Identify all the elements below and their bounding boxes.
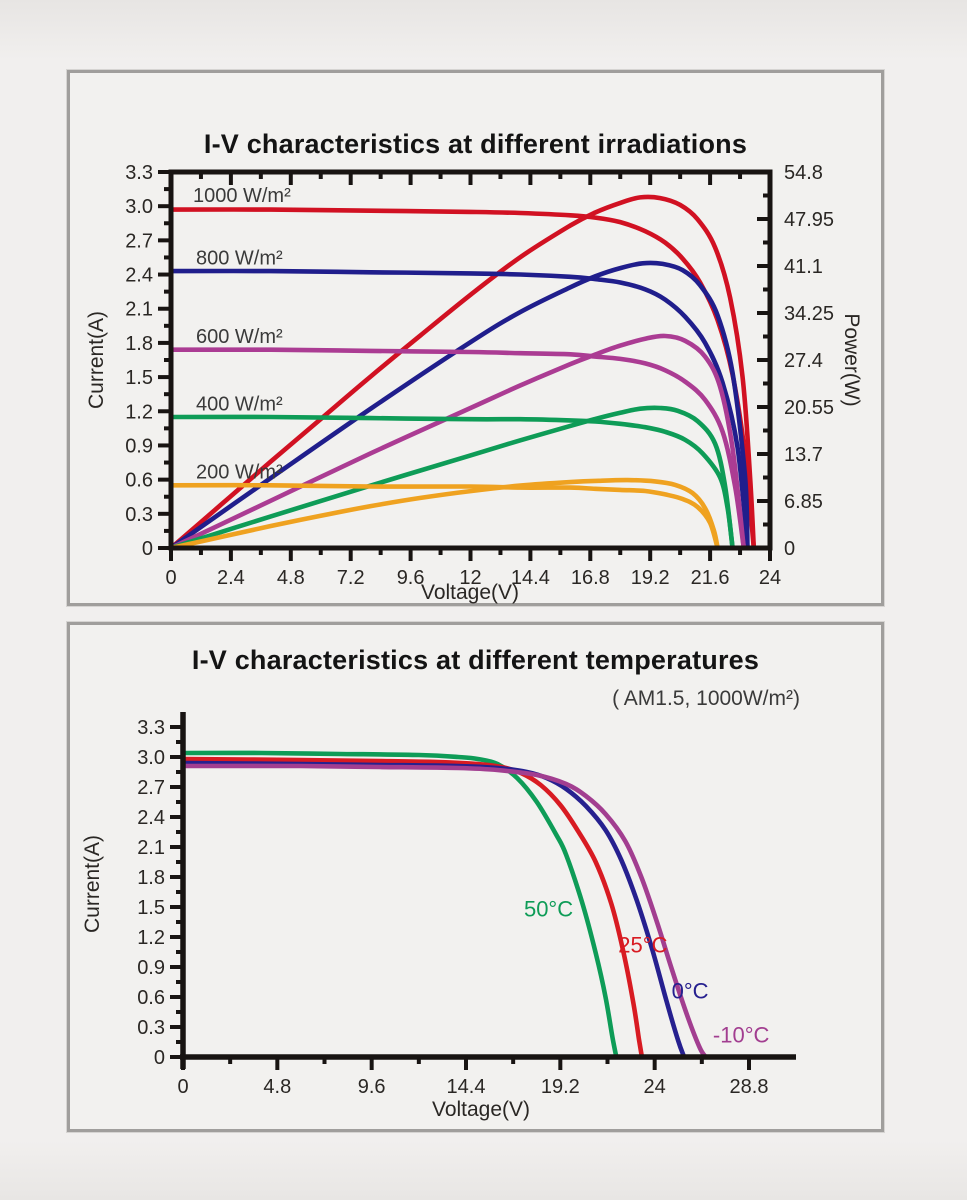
temperature-chart-panel: 0 4.8 9.6 14.4 19.2 24 28.8 0 0.3 0.6 0.9 1.2 1.5 1.8… [67, 622, 884, 1132]
svg-text:24: 24 [644, 1076, 666, 1098]
svg-text:13.7: 13.7 [784, 444, 823, 466]
svg-text:2.4: 2.4 [217, 567, 245, 589]
irradiation-chart-panel: 0 2.4 4.8 7.2 9.6 12 14.4 16.8 19.2 21.6 24 0 0.3 0.6… [67, 70, 884, 606]
svg-text:0.6: 0.6 [137, 987, 165, 1009]
svg-text:1.5: 1.5 [137, 897, 165, 919]
svg-text:0: 0 [784, 538, 795, 560]
svg-text:16.8: 16.8 [571, 567, 610, 589]
svg-text:21.6: 21.6 [691, 567, 730, 589]
svg-text:4.8: 4.8 [263, 1076, 291, 1098]
curve-50°C [180, 750, 619, 1060]
svg-text:3.0: 3.0 [125, 196, 153, 218]
series-curves [180, 750, 709, 1060]
svg-text:0: 0 [154, 1047, 165, 1069]
svg-text:54.8: 54.8 [784, 162, 823, 184]
svg-text:4.8: 4.8 [277, 567, 305, 589]
curve-400 W/m² [168, 414, 735, 551]
power-curve-600 W/m² [168, 333, 747, 551]
svg-text:0.3: 0.3 [137, 1017, 165, 1039]
svg-text:3.0: 3.0 [137, 747, 165, 769]
svg-text:0.9: 0.9 [125, 435, 153, 457]
svg-text:0: 0 [165, 567, 176, 589]
svg-text:600 W/m²: 600 W/m² [196, 326, 283, 348]
svg-text:0.6: 0.6 [125, 470, 153, 492]
svg-text:0°C: 0°C [672, 979, 709, 1004]
svg-text:19.2: 19.2 [541, 1076, 580, 1098]
curve-200 W/m² [168, 482, 720, 551]
svg-text:1.5: 1.5 [125, 367, 153, 389]
svg-text:1.2: 1.2 [137, 927, 165, 949]
svg-text:2.7: 2.7 [125, 230, 153, 252]
svg-text:20.55: 20.55 [784, 397, 834, 419]
svg-text:800 W/m²: 800 W/m² [196, 247, 283, 269]
svg-text:9.6: 9.6 [397, 567, 425, 589]
svg-text:19.2: 19.2 [631, 567, 670, 589]
svg-text:7.2: 7.2 [337, 567, 365, 589]
svg-text:0.9: 0.9 [137, 957, 165, 979]
svg-text:1.8: 1.8 [137, 867, 165, 889]
svg-text:12: 12 [459, 567, 481, 589]
temperature-chart-title: I-V characteristics at different tempera… [191, 645, 760, 675]
svg-text:47.95: 47.95 [784, 209, 834, 231]
svg-text:25°C: 25°C [618, 933, 667, 958]
curve-600 W/m² [168, 347, 747, 551]
svg-text:24: 24 [759, 567, 781, 589]
svg-text:2.4: 2.4 [125, 265, 153, 287]
svg-text:-10°C: -10°C [713, 1023, 770, 1048]
svg-text:27.4: 27.4 [784, 350, 823, 372]
svg-text:50°C: 50°C [524, 897, 573, 922]
curve-25°C [180, 756, 645, 1060]
axes [158, 169, 773, 561]
irradiation-chart-canvas: 0 2.4 4.8 7.2 9.6 12 14.4 16.8 19.2 21.6 2400.30.6… [125, 162, 834, 589]
svg-text:2.1: 2.1 [125, 299, 153, 321]
svg-text:0: 0 [142, 538, 153, 560]
axes [170, 712, 796, 1070]
svg-text:2.4: 2.4 [137, 807, 165, 829]
curve--10°C [180, 763, 709, 1060]
svg-text:3.3: 3.3 [137, 717, 165, 739]
temperature-x-axis-label-voltage: Voltage(V) [431, 1098, 531, 1121]
power-curve-800 W/m² [168, 260, 750, 551]
svg-text:14.4: 14.4 [511, 567, 550, 589]
temperature-chart-canvas: 0 4.8 9.6 14.4 19.2 24 28.8 0 0.3 0.6 0.9 1.2 1.5 1.8… [137, 712, 796, 1098]
svg-text:200 W/m²: 200 W/m² [196, 462, 283, 484]
irradiation-y-axis-label-current: Current(A) [85, 310, 108, 410]
irradiation-chart-title: I-V characteristics at different irradia… [203, 129, 748, 159]
curve-800 W/m² [168, 268, 750, 551]
svg-text:14.4: 14.4 [447, 1076, 486, 1098]
svg-text:2.7: 2.7 [137, 777, 165, 799]
irradiation-x-axis-label-voltage: Voltage(V) [420, 581, 520, 604]
svg-text:3.3: 3.3 [125, 162, 153, 184]
svg-text:1.8: 1.8 [125, 333, 153, 355]
irradiation-y-axis-label-power: Power(W) [840, 313, 863, 407]
svg-text:400 W/m²: 400 W/m² [196, 393, 283, 415]
svg-text:9.6: 9.6 [358, 1076, 386, 1098]
temperature-y-axis-label-current: Current(A) [81, 834, 104, 934]
series-curves [168, 194, 757, 551]
svg-text:1000 W/m²: 1000 W/m² [193, 185, 291, 207]
svg-text:41.1: 41.1 [784, 256, 823, 278]
svg-text:1.2: 1.2 [125, 401, 153, 423]
svg-text:6.85: 6.85 [784, 491, 823, 513]
svg-text:2.1: 2.1 [137, 837, 165, 859]
svg-text:28.8: 28.8 [730, 1076, 769, 1098]
svg-text:0.3: 0.3 [125, 504, 153, 526]
power-curve-200 W/m² [168, 477, 720, 551]
svg-text:34.25: 34.25 [784, 303, 834, 325]
svg-text:0: 0 [177, 1076, 188, 1098]
temperature-chart-subtitle: ( AM1.5, 1000W/m²) [612, 687, 800, 710]
